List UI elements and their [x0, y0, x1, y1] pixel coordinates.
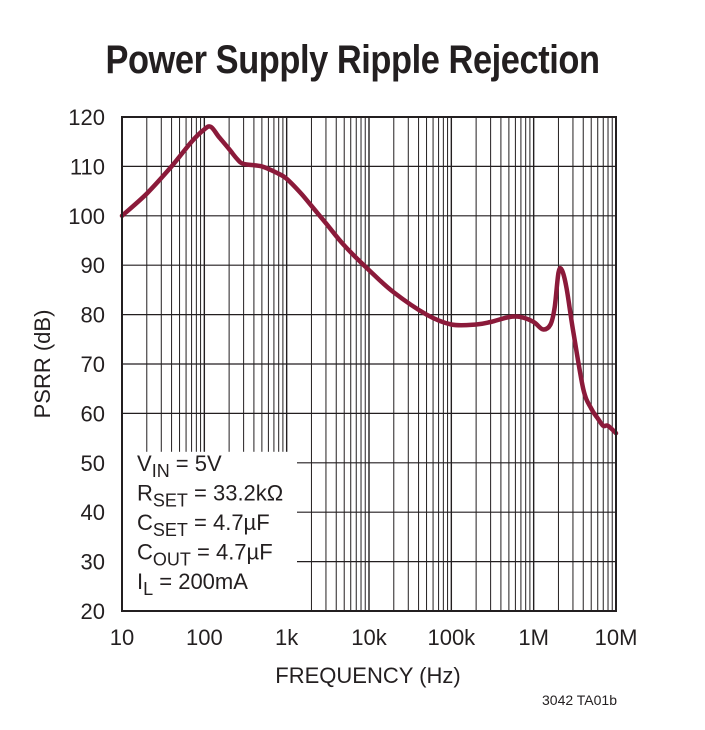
legend-entry: CSET = 4.7µF	[137, 510, 270, 540]
figure-id: 3042 TA01b	[542, 692, 617, 708]
plot-frame	[121, 116, 617, 612]
y-tick-label: 30	[81, 550, 105, 575]
y-tick-label: 70	[81, 352, 105, 377]
y-tick-label: 50	[81, 451, 105, 476]
legend-entry: IL = 200mA	[137, 569, 248, 599]
legend-entry: COUT = 4.7µF	[137, 540, 273, 570]
x-tick-label: 1M	[518, 625, 549, 650]
legend-background	[123, 451, 297, 610]
y-tick-label: 110	[70, 154, 105, 179]
x-axis-label: FREQUENCY (Hz)	[275, 663, 460, 688]
psrr-series-line	[119, 124, 619, 436]
x-tick-label: 10k	[351, 625, 387, 650]
x-tick-label: 10M	[595, 625, 638, 650]
y-tick-label: 80	[81, 303, 105, 328]
y-tick-label: 60	[81, 401, 105, 426]
y-tick-label: 120	[68, 105, 105, 130]
legend-entry: VIN = 5V	[137, 451, 222, 481]
tick-labels: 20 30 40 50 60 70 80 90 100 110 120 10 100 1k 10k 100k 1…	[68, 105, 637, 650]
legend-entry: RSET = 33.2kΩ	[137, 480, 283, 510]
x-tick-label: 100	[186, 625, 223, 650]
y-tick-label: 20	[81, 599, 105, 624]
chart-title: Power Supply Ripple Rejection	[105, 38, 600, 82]
y-tick-label: 40	[81, 500, 105, 525]
x-tick-label: 100k	[427, 625, 476, 650]
y-tick-label: 100	[68, 204, 105, 229]
x-tick-label: 10	[110, 625, 134, 650]
y-axis-label: PSRR (dB)	[30, 310, 55, 419]
y-tick-label: 90	[81, 253, 105, 278]
x-tick-label: 1k	[275, 625, 299, 650]
curve-layer	[119, 124, 619, 436]
